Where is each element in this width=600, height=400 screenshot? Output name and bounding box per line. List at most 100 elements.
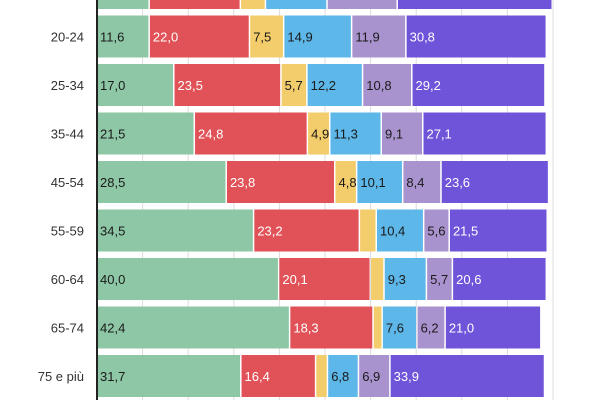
bar-segment	[97, 15, 149, 58]
data-label: 20,6	[456, 272, 481, 287]
bar-segment	[97, 161, 226, 203]
bar-segment	[97, 209, 253, 252]
data-label: 6,8	[331, 369, 349, 384]
data-label: 4,9	[311, 127, 329, 142]
bar-segment	[266, 0, 327, 9]
bar-segment	[359, 355, 390, 397]
data-label: 21,0	[449, 321, 474, 336]
category-tick-label: 35-44	[51, 127, 84, 142]
bar-segment	[97, 355, 241, 397]
data-label: 23,6	[445, 175, 470, 190]
bar-segment	[254, 209, 359, 252]
bar-segment	[149, 0, 240, 9]
bar-segment	[382, 112, 422, 155]
data-label: 21,5	[100, 127, 125, 142]
data-label: 7,6	[386, 321, 404, 336]
bar-segment	[241, 355, 315, 397]
data-label: 10,4	[380, 224, 405, 239]
bar-segment	[449, 209, 547, 252]
bar-segment	[290, 306, 373, 349]
data-label: 4,8	[338, 175, 356, 190]
bar-segment	[376, 209, 423, 252]
bar-segment	[357, 161, 402, 203]
bar-segment	[241, 0, 265, 9]
bar-segment	[390, 355, 544, 397]
bar-segment	[373, 306, 382, 349]
bar-segment	[363, 64, 412, 106]
data-label: 42,4	[100, 321, 125, 336]
bar-segment	[397, 0, 552, 9]
data-label: 11,3	[333, 127, 357, 142]
data-label: 31,7	[100, 369, 125, 384]
data-label: 17,0	[100, 78, 125, 93]
bar-segment	[417, 306, 445, 349]
bar-segment	[327, 0, 397, 9]
data-label: 24,8	[198, 127, 223, 142]
data-label: 5,6	[427, 224, 445, 239]
data-label: 34,5	[100, 224, 125, 239]
bar-segment	[352, 15, 406, 58]
data-label: 6,2	[421, 321, 439, 336]
bar-segment	[427, 258, 452, 300]
data-label: 9,3	[388, 272, 406, 287]
data-label: 8,4	[406, 175, 424, 190]
bar-segment	[226, 161, 334, 203]
bar-segment	[412, 64, 545, 106]
bar-segment	[424, 209, 449, 252]
bar-segment	[281, 64, 307, 106]
data-label: 11,6	[100, 30, 124, 45]
data-label: 5,7	[430, 272, 448, 287]
bar-segment	[97, 0, 149, 9]
category-tick-label: 75 e più	[38, 369, 84, 384]
bar-segment	[453, 258, 546, 300]
bar-segment	[371, 258, 384, 300]
bar-segment	[279, 258, 370, 300]
category-tick-label: 45-54	[51, 175, 84, 190]
bar-segment	[97, 306, 289, 349]
bar-segment	[403, 161, 441, 203]
data-label: 23,5	[178, 78, 203, 93]
data-label: 23,2	[257, 224, 282, 239]
data-label: 12,2	[311, 78, 336, 93]
bar-segment	[423, 112, 546, 155]
bar-segment	[316, 355, 327, 397]
data-label: 5,7	[285, 78, 303, 93]
bar-segment	[445, 306, 541, 349]
bar-segment	[328, 355, 358, 397]
bar-segment	[360, 209, 376, 252]
bar-segment	[406, 15, 546, 58]
data-label: 11,9	[355, 30, 379, 45]
data-label: 10,1	[360, 175, 385, 190]
category-tick-label: 65-74	[51, 321, 84, 336]
category-tick-label: 55-59	[51, 224, 84, 239]
bar-segment	[335, 161, 356, 203]
data-labels-group: 11,6 22,0 7,5 14,9 11,9 30,8 17,0 23,5 5,7 12,2 10…	[100, 30, 481, 385]
data-label: 6,9	[362, 369, 380, 384]
data-label: 28,5	[100, 175, 125, 190]
bars-group	[97, 0, 552, 397]
category-tick-label: 25-34	[51, 78, 84, 93]
data-label: 7,5	[253, 30, 271, 45]
bar-segment	[195, 112, 307, 155]
bar-segment	[308, 112, 329, 155]
data-label: 10,8	[366, 78, 391, 93]
category-tick-labels: 20-24 25-34 35-44 45-54 55-59 60-64 65-74 75 e …	[38, 30, 84, 385]
data-label: 14,9	[287, 30, 312, 45]
data-label: 30,8	[410, 30, 435, 45]
data-label: 22,0	[153, 30, 178, 45]
data-label: 29,2	[416, 78, 441, 93]
data-label: 9,1	[385, 127, 403, 142]
bar-segment	[250, 15, 283, 58]
bar-segment	[441, 161, 548, 203]
bar-segment	[97, 64, 174, 106]
data-label: 40,0	[100, 272, 125, 287]
category-tick-label: 20-24	[51, 30, 84, 45]
bar-segment	[382, 306, 417, 349]
bar-segment	[330, 112, 381, 155]
category-tick-label: 60-64	[51, 272, 84, 287]
bar-segment	[174, 64, 281, 106]
bar-segment	[97, 258, 278, 300]
data-label: 16,4	[245, 369, 270, 384]
bar-segment	[284, 15, 351, 58]
